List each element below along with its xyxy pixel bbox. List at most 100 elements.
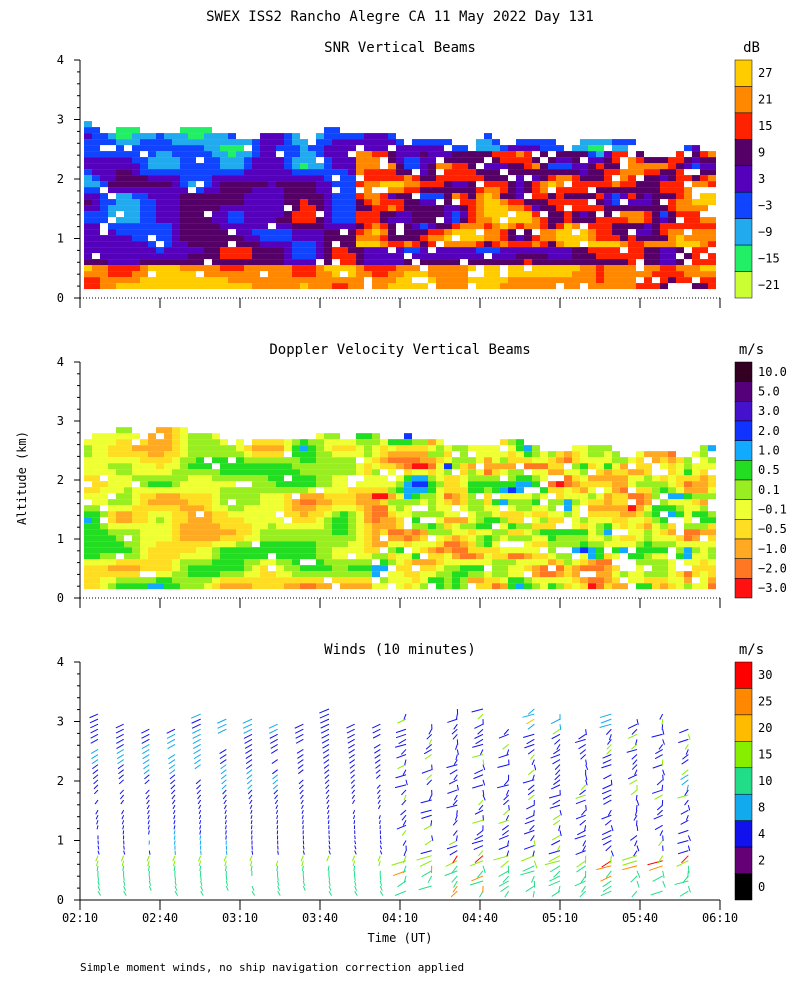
data-cell	[156, 439, 164, 446]
data-cell	[140, 559, 148, 566]
data-cell	[164, 175, 172, 182]
data-cell	[188, 193, 196, 200]
data-cell	[244, 523, 252, 530]
data-cell	[236, 205, 244, 212]
data-cell	[100, 283, 108, 290]
data-cell	[460, 457, 468, 464]
wind-barb	[270, 749, 278, 754]
data-cell	[444, 193, 452, 200]
wind-barb	[656, 804, 663, 811]
wind-barb	[146, 804, 150, 810]
data-cell	[540, 457, 548, 464]
data-cell	[140, 577, 148, 584]
data-cell	[212, 247, 220, 254]
data-cell	[556, 517, 564, 524]
data-cell	[228, 157, 236, 164]
data-cell	[524, 187, 532, 194]
data-cell	[420, 187, 428, 194]
data-cell	[684, 199, 692, 206]
data-cell	[652, 241, 660, 248]
data-cell	[644, 583, 652, 590]
wind-barb	[89, 718, 99, 724]
data-cell	[420, 445, 428, 452]
data-cell	[316, 175, 324, 182]
data-cell	[500, 145, 508, 152]
data-cell	[516, 523, 524, 530]
data-cell	[404, 499, 412, 506]
data-cell	[668, 157, 676, 164]
data-cell	[524, 181, 532, 188]
wind-barb	[147, 860, 150, 867]
data-cell	[372, 277, 380, 284]
data-cell	[452, 163, 460, 170]
data-cell	[124, 127, 132, 134]
data-cell	[516, 205, 524, 212]
data-cell	[484, 463, 492, 470]
data-cell	[676, 271, 684, 278]
data-cell	[188, 235, 196, 242]
data-cell	[588, 169, 596, 176]
data-cell	[580, 529, 588, 536]
wind-barb	[375, 764, 381, 769]
data-cell	[556, 145, 564, 152]
data-cell	[484, 475, 492, 482]
data-cell	[596, 265, 604, 272]
data-cell	[700, 523, 708, 530]
data-cell	[676, 541, 684, 548]
data-cell	[636, 223, 644, 230]
data-cell	[252, 277, 260, 284]
data-cell	[636, 283, 644, 290]
data-cell	[276, 283, 284, 290]
data-cell	[372, 463, 380, 470]
data-cell	[428, 271, 436, 278]
data-cell	[148, 199, 156, 206]
data-cell	[428, 169, 436, 176]
data-cell	[692, 541, 700, 548]
data-cell	[212, 229, 220, 236]
data-cell	[188, 127, 196, 134]
data-cell	[252, 565, 260, 572]
wind-barb	[123, 850, 126, 855]
data-cell	[468, 277, 476, 284]
data-cell	[164, 469, 172, 476]
data-cell	[244, 163, 252, 170]
data-cell	[284, 529, 292, 536]
data-cell	[212, 547, 220, 554]
data-cell	[124, 469, 132, 476]
data-cell	[100, 511, 108, 518]
data-cell	[180, 205, 188, 212]
data-cell	[276, 535, 284, 542]
data-cell	[668, 187, 676, 194]
data-cell	[140, 211, 148, 218]
data-cell	[580, 475, 588, 482]
data-cell	[412, 553, 420, 560]
data-cell	[116, 457, 124, 464]
data-cell	[692, 175, 700, 182]
data-cell	[292, 571, 300, 578]
data-cell	[396, 577, 404, 584]
data-cell	[156, 169, 164, 176]
data-cell	[308, 487, 316, 494]
data-cell	[124, 175, 132, 182]
data-cell	[476, 169, 484, 176]
data-cell	[340, 259, 348, 266]
data-cell	[348, 451, 356, 458]
data-cell	[332, 517, 340, 524]
data-cell	[620, 211, 628, 218]
wind-barb	[633, 850, 638, 857]
data-cell	[268, 265, 276, 272]
data-cell	[324, 199, 332, 206]
wind-barb	[191, 718, 201, 724]
data-cell	[396, 511, 404, 518]
data-cell	[84, 169, 92, 176]
wind-barb	[522, 733, 535, 738]
data-cell	[308, 247, 316, 254]
data-cell	[300, 277, 308, 284]
data-cell	[484, 181, 492, 188]
data-cell	[596, 235, 604, 242]
wind-barb	[117, 764, 124, 770]
data-cell	[236, 559, 244, 566]
data-cell	[84, 469, 92, 476]
data-cell	[348, 217, 356, 224]
data-cell	[548, 511, 556, 518]
